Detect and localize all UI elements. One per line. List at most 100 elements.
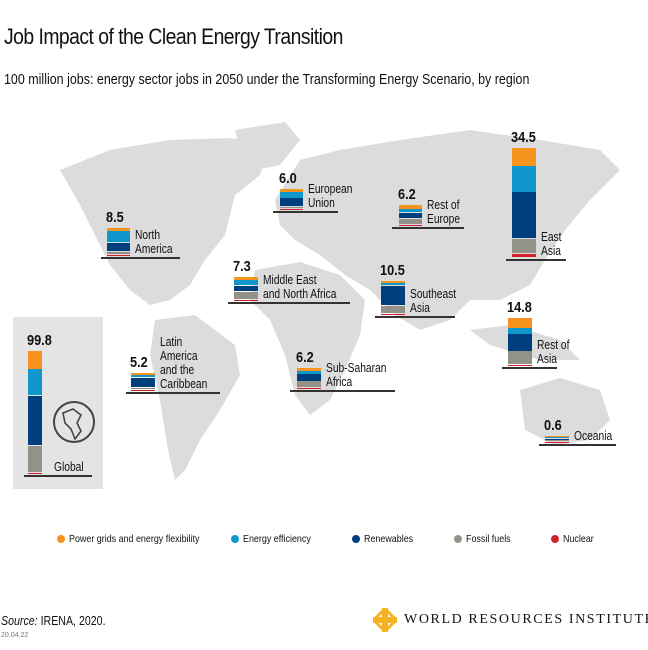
legend-item-grids: Power grids and energy flexibility (57, 533, 223, 545)
bar-segment-nuclear (280, 208, 303, 210)
bar-segment-efficiency (280, 191, 303, 198)
legend-label: Fossil fuels (466, 533, 511, 545)
legend-label: Power grids and energy flexibility (69, 533, 200, 545)
bar-segment-grids (399, 205, 422, 210)
bar-segment-efficiency (545, 437, 569, 438)
bar-segment-efficiency (381, 283, 405, 285)
legend-item-renewables: Renewables (352, 533, 422, 545)
region-label-global: Global (54, 460, 84, 474)
bar-segment-efficiency (399, 209, 422, 213)
bar-segment-fossil (399, 218, 422, 224)
legend-swatch (454, 535, 462, 543)
bar-segment-fossil (107, 251, 130, 254)
baseline-oceania (539, 444, 616, 446)
bar-segment-renewables (545, 438, 569, 440)
value-label-sub-saharan-africa: 6.2 (296, 348, 314, 366)
bar-segment-grids (107, 227, 130, 232)
wri-logo-text: WORLD RESOURCES INSTITUTE (404, 612, 648, 627)
legend-swatch (231, 535, 239, 543)
value-label-global: 99.8 (27, 331, 52, 349)
bar-segment-fossil (297, 381, 321, 387)
legend-item-nuclear: Nuclear (551, 533, 599, 545)
africa-landmass (250, 262, 365, 415)
baseline-mena (228, 302, 350, 304)
bar-segment-fossil (131, 388, 155, 389)
legend-label: Energy efficiency (243, 533, 311, 545)
legend-swatch (352, 535, 360, 543)
baseline-rest-of-europe (392, 227, 464, 229)
bar-segment-efficiency (234, 280, 258, 285)
bar-segment-renewables (381, 285, 405, 305)
south-america-landmass (150, 315, 240, 480)
region-label-oceania: Oceania (574, 429, 613, 443)
legend-item-efficiency: Energy efficiency (231, 533, 323, 545)
bar-segment-fossil (381, 305, 405, 313)
legend: Power grids and energy flexibility Energy… (0, 533, 648, 547)
value-label-mena: 7.3 (233, 257, 251, 275)
legend-label: Nuclear (563, 533, 594, 545)
legend-item-fossil: Fossil fuels (454, 533, 519, 545)
bar-segment-nuclear (545, 441, 569, 443)
bar-segment-grids (512, 147, 536, 166)
bar-segment-nuclear (508, 364, 532, 366)
bar-segment-fossil (234, 292, 258, 299)
source-note: Source: IRENA, 2020. (1, 614, 106, 628)
region-label-southeast-asia: Southeast Asia (410, 287, 457, 315)
bar-segment-fossil (545, 440, 569, 441)
bar-segment-renewables (512, 192, 536, 239)
bar-segment-grids (297, 367, 321, 372)
region-label-sub-saharan-africa: Sub-Saharan Africa (326, 361, 387, 389)
region-label-east-asia: East Asia (541, 230, 562, 258)
bar-segment-grids (381, 280, 405, 284)
bar-segment-renewables (297, 374, 321, 381)
bar-segment-nuclear (399, 224, 422, 226)
bar-segment-fossil (280, 207, 303, 208)
value-label-east-asia: 34.5 (511, 128, 536, 146)
north-america-landmass (60, 138, 270, 305)
region-label-north-america: North America (135, 228, 173, 256)
bar-segment-fossil (512, 239, 536, 254)
chart-title: Job Impact of the Clean Energy Transitio… (4, 24, 343, 49)
legend-swatch (551, 535, 559, 543)
baseline-rest-of-asia (502, 367, 557, 369)
baseline-global (24, 475, 92, 477)
bar-segment-nuclear (381, 313, 405, 315)
chart-subtitle: 100 million jobs: energy sector jobs in … (4, 72, 530, 88)
bar-segment-renewables (107, 242, 130, 252)
bar-segment-grids (545, 435, 569, 437)
legend-label: Renewables (364, 533, 414, 545)
region-label-latin-america: Latin America and the Caribbean (160, 335, 208, 391)
bar-segment-efficiency (28, 368, 42, 395)
bar-segment-renewables (280, 198, 303, 207)
bar-segment-grids (131, 372, 155, 375)
value-label-southeast-asia: 10.5 (380, 261, 405, 279)
bar-segment-renewables (234, 285, 258, 292)
bar-segment-grids (28, 350, 42, 369)
source-label: Source: (1, 614, 38, 628)
value-label-european-union: 6.0 (279, 170, 297, 188)
region-label-european-union: European Union (308, 182, 353, 210)
bar-segment-renewables (131, 378, 155, 388)
baseline-east-asia (506, 259, 566, 261)
date-stamp: 20.04.22 (1, 632, 29, 639)
bar-segment-efficiency (297, 371, 321, 374)
globe-icon (53, 401, 95, 443)
baseline-latin-america (126, 392, 220, 394)
region-label-rest-of-asia: Rest of Asia (537, 338, 570, 366)
bar-segment-nuclear (28, 472, 42, 474)
bar-segment-nuclear (512, 254, 536, 258)
bar-segment-grids (280, 189, 303, 192)
bar-segment-efficiency (107, 231, 130, 242)
value-label-rest-of-europe: 6.2 (398, 186, 416, 204)
legend-swatch (57, 535, 65, 543)
bar-segment-grids (234, 276, 258, 281)
value-label-latin-america: 5.2 (130, 353, 148, 371)
bar-segment-nuclear (131, 389, 155, 391)
australia-landmass (520, 378, 610, 445)
wri-logo: WORLD RESOURCES INSTITUTE (373, 608, 648, 632)
bar-segment-renewables (508, 334, 532, 351)
value-label-oceania: 0.6 (544, 416, 562, 434)
bar-segment-grids (508, 318, 532, 328)
bar-segment-nuclear (297, 387, 321, 389)
